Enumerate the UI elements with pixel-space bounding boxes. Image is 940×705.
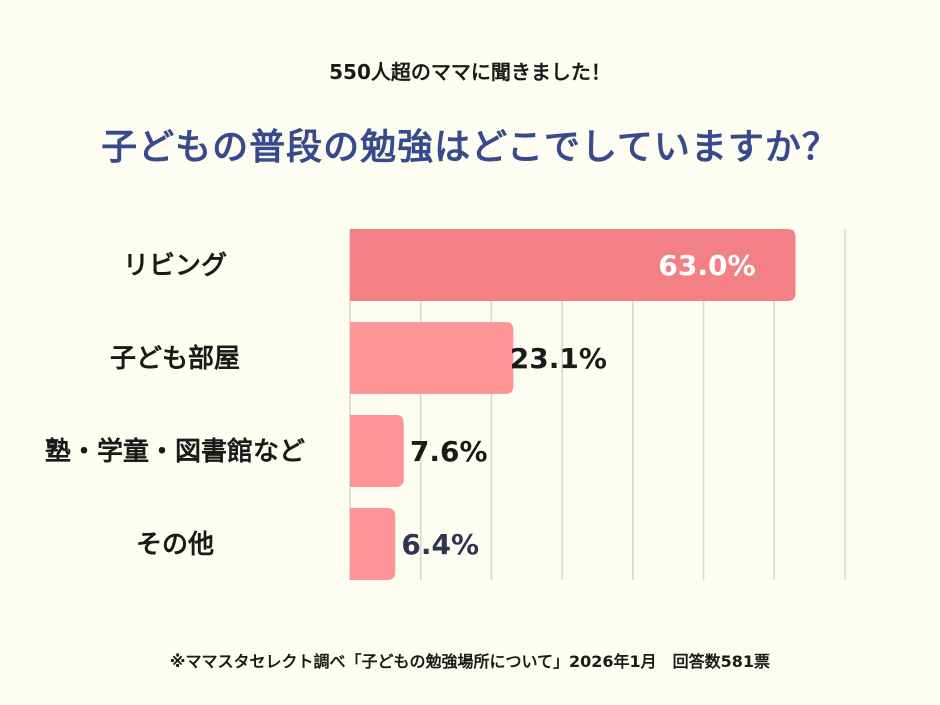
value-label: 6.4% [401,528,479,561]
value-label: 63.0% [658,249,755,282]
category-label: その他 [136,530,214,560]
bar [350,322,514,394]
value-label: 7.6% [410,435,488,468]
chart-subtitle: 550人超のママに聞きました！ [329,60,611,84]
value-label: 23.1% [510,342,607,375]
bar [350,415,404,487]
bar [350,508,396,580]
bar [350,229,796,301]
category-label: 子ども部屋 [110,344,240,374]
chart-title: 子どもの普段の勉強はどこでしていますか？ [101,127,839,168]
category-label: 塾・学童・図書館など [45,436,305,467]
source-note: ※ママスタセレクト調べ「子どもの勉強場所について」2026年1月 回答数581票 [169,652,771,671]
category-label: リビング [123,251,227,281]
